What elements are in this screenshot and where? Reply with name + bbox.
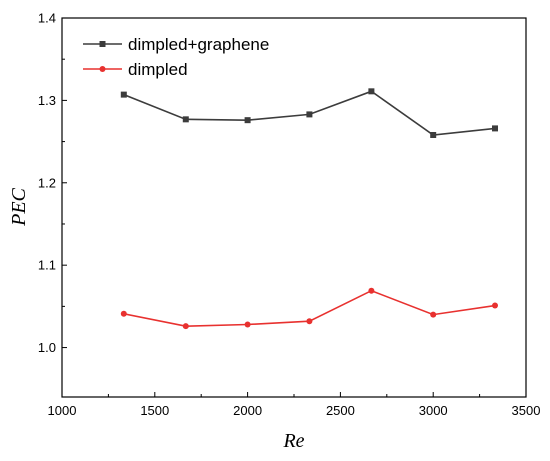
y-axis-label: PEC bbox=[8, 187, 30, 226]
data-point bbox=[306, 111, 313, 118]
y-tick-label: 1.4 bbox=[38, 11, 56, 26]
data-point bbox=[430, 311, 437, 318]
legend-marker bbox=[99, 41, 106, 47]
data-point bbox=[120, 310, 127, 317]
data-point bbox=[368, 287, 375, 294]
legend-marker bbox=[99, 66, 106, 72]
legend: dimpled+graphene dimpled bbox=[83, 35, 269, 79]
data-point bbox=[120, 91, 127, 98]
legend-label: dimpled+graphene bbox=[128, 35, 269, 54]
x-tick-label: 2500 bbox=[326, 403, 355, 418]
x-tick-label: 1500 bbox=[140, 403, 169, 418]
x-tick-label: 3500 bbox=[512, 403, 541, 418]
data-point bbox=[492, 302, 499, 309]
data-point bbox=[182, 323, 189, 330]
data-point bbox=[368, 88, 375, 95]
data-point bbox=[244, 117, 251, 124]
x-axis-label: Re bbox=[282, 430, 304, 452]
data-point bbox=[492, 125, 499, 132]
y-tick-label: 1.1 bbox=[38, 258, 56, 273]
y-axis: 1.0 1.1 1.2 1.3 1.4 bbox=[38, 11, 67, 355]
series-layer bbox=[120, 88, 499, 330]
x-axis: 1000 1500 2000 2500 3000 3500 bbox=[48, 392, 541, 418]
data-point bbox=[182, 116, 189, 123]
data-point bbox=[244, 321, 251, 328]
x-tick-label: 3000 bbox=[419, 403, 448, 418]
y-tick-label: 1.3 bbox=[38, 93, 56, 108]
legend-label: dimpled bbox=[128, 60, 188, 79]
x-tick-label: 1000 bbox=[48, 403, 77, 418]
y-tick-label: 1.0 bbox=[38, 340, 56, 355]
y-tick-label: 1.2 bbox=[38, 175, 56, 190]
x-tick-label: 2000 bbox=[233, 403, 262, 418]
data-point bbox=[306, 318, 313, 325]
data-point bbox=[430, 131, 437, 138]
